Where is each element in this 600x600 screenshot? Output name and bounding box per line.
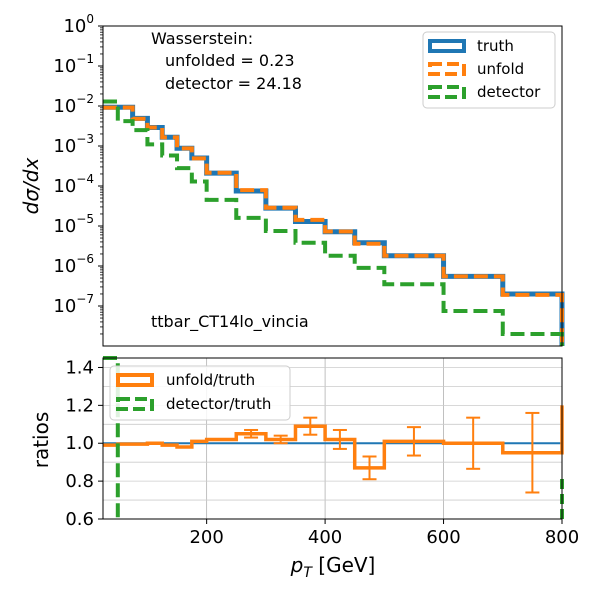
bottom-panel: 0.6 0.8 1.0 1.2 1.4 200 400 600 800 ratios pT [… (29, 356, 579, 581)
legend-label-unfold: unfold (477, 60, 524, 78)
legend-swatch-unfold (428, 62, 466, 76)
legend-swatch-detector (428, 85, 466, 99)
x-axis-label: pT [GeV] (290, 553, 376, 581)
x-tick-label: 400 (308, 527, 342, 548)
error-bar (525, 411, 540, 494)
y-tick-label: 10−3 (53, 132, 94, 157)
top-y-ticks: 100 10−1 10−2 10−3 10−4 10−5 10−6 10−7 (53, 12, 103, 335)
sample-label: ttbar_CT14lo_vincia (151, 312, 309, 332)
error-bar (406, 426, 421, 457)
y-tick-label: 10−5 (53, 212, 94, 237)
y-tick-label: 1.2 (65, 395, 94, 416)
wasserstein-unfolded: unfolded = 0.23 (165, 51, 295, 70)
bottom-x-ticks: 200 400 600 800 (189, 519, 579, 548)
top-series-group (103, 99, 565, 346)
legend-label-detector-truth: detector/truth (166, 395, 271, 413)
y-tick-label: 10−4 (53, 172, 94, 197)
legend-swatch-detector-truth (116, 397, 154, 411)
bottom-series-group (103, 356, 564, 519)
legend-label-unfold-truth: unfold/truth (166, 371, 255, 389)
x-tick-label: 600 (426, 527, 460, 548)
y-tick-label: 100 (63, 12, 94, 37)
y-tick-label: 10−1 (53, 52, 94, 77)
x-tick-label: 800 (545, 527, 579, 548)
legend-label-detector: detector (477, 83, 541, 101)
wasserstein-title: Wasserstein: (151, 29, 253, 48)
y-tick-label: 10−2 (53, 92, 94, 117)
legend-swatch-unfold-truth (116, 373, 154, 387)
error-bar (303, 416, 318, 436)
top-legend: truth unfold detector (422, 31, 556, 109)
bottom-y-ticks: 0.6 0.8 1.0 1.2 1.4 (65, 357, 103, 530)
bottom-y-axis-label: ratios (29, 412, 53, 469)
series-line-unfold (103, 105, 564, 346)
error-bar (273, 434, 288, 445)
error-bar (362, 455, 377, 481)
y-tick-label: 10−7 (53, 292, 94, 317)
error-bar (244, 428, 259, 439)
top-panel: 100 10−1 10−2 10−3 10−4 10−5 10−6 10−7 Wasserst… (19, 12, 565, 347)
top-y-axis-label: dσ/dx (19, 158, 43, 215)
y-tick-label: 10−6 (53, 252, 94, 277)
y-tick-label: 0.6 (65, 509, 94, 530)
wasserstein-detector: detector = 24.18 (165, 74, 302, 93)
bottom-legend: unfold/truth detector/truth (109, 365, 291, 421)
legend-swatch-truth (428, 39, 466, 53)
y-tick-label: 1.4 (65, 357, 94, 378)
bottom-axes-frame (102, 357, 563, 520)
bottom-legend-box (109, 365, 291, 421)
x-tick-label: 200 (189, 527, 223, 548)
y-tick-label: 0.8 (65, 471, 94, 492)
error-bar (332, 428, 347, 450)
error-bar (466, 416, 481, 470)
series-line-detector (103, 99, 564, 346)
y-tick-label: 1.0 (65, 433, 94, 454)
legend-label-truth: truth (477, 37, 514, 55)
